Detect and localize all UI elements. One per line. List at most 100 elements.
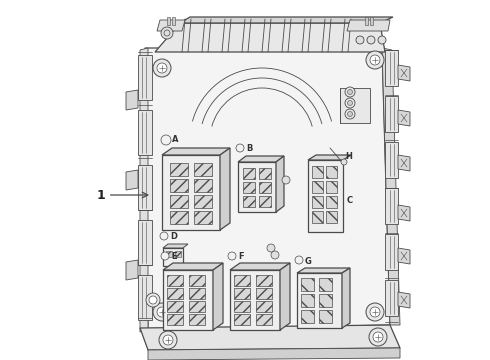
Circle shape (160, 232, 168, 240)
Circle shape (153, 59, 171, 77)
Bar (170, 195, 188, 208)
Polygon shape (220, 148, 230, 230)
Bar (189, 288, 205, 299)
Polygon shape (238, 156, 284, 162)
Polygon shape (163, 263, 223, 270)
Polygon shape (162, 155, 220, 230)
Bar (365, 17, 368, 25)
Polygon shape (385, 188, 398, 224)
Text: H: H (345, 152, 352, 161)
Bar (340, 88, 370, 123)
Bar (234, 288, 250, 299)
Polygon shape (308, 155, 351, 160)
Circle shape (378, 36, 386, 44)
Bar (194, 195, 212, 208)
Polygon shape (297, 268, 350, 273)
Text: A: A (172, 135, 178, 144)
Bar (256, 314, 272, 325)
Circle shape (161, 252, 169, 260)
Circle shape (157, 307, 167, 317)
Bar (326, 196, 337, 208)
Text: G: G (305, 257, 312, 266)
Bar (194, 179, 212, 192)
Polygon shape (126, 170, 138, 190)
Circle shape (161, 27, 173, 39)
Circle shape (161, 135, 171, 145)
Bar (167, 314, 183, 325)
Text: 1: 1 (96, 189, 148, 202)
Polygon shape (163, 244, 188, 248)
Circle shape (157, 63, 167, 73)
Circle shape (345, 109, 355, 119)
Polygon shape (163, 248, 183, 266)
Bar (301, 310, 314, 323)
Polygon shape (398, 205, 410, 221)
Polygon shape (180, 17, 393, 23)
Polygon shape (297, 273, 342, 328)
Bar (189, 301, 205, 312)
Bar (259, 182, 271, 193)
Bar (319, 294, 332, 307)
Polygon shape (382, 48, 400, 325)
Circle shape (373, 332, 383, 342)
Circle shape (163, 335, 173, 345)
Bar (189, 314, 205, 325)
Circle shape (146, 293, 160, 307)
Circle shape (295, 256, 303, 264)
Bar (234, 314, 250, 325)
Bar (301, 278, 314, 291)
Circle shape (367, 36, 375, 44)
Polygon shape (138, 55, 152, 100)
Text: C: C (347, 196, 353, 205)
Polygon shape (398, 248, 410, 264)
Bar (312, 211, 323, 223)
Bar (170, 163, 188, 176)
Bar (312, 196, 323, 208)
Circle shape (149, 296, 157, 304)
Polygon shape (342, 268, 350, 328)
Polygon shape (398, 292, 410, 308)
Polygon shape (385, 280, 398, 316)
Circle shape (366, 303, 384, 321)
Polygon shape (230, 263, 290, 270)
Polygon shape (163, 270, 213, 330)
Polygon shape (398, 155, 410, 171)
Polygon shape (140, 325, 400, 350)
Circle shape (153, 303, 171, 321)
Polygon shape (385, 234, 398, 270)
Bar (194, 211, 212, 224)
Bar (189, 275, 205, 286)
Bar (259, 196, 271, 207)
Circle shape (370, 55, 380, 65)
Text: B: B (246, 144, 252, 153)
Circle shape (271, 251, 279, 259)
Circle shape (356, 36, 364, 44)
Polygon shape (138, 110, 152, 155)
Polygon shape (162, 148, 230, 155)
Polygon shape (398, 65, 410, 81)
Polygon shape (213, 263, 223, 330)
Polygon shape (308, 160, 343, 232)
Polygon shape (140, 48, 148, 332)
Bar (166, 251, 172, 257)
Bar (256, 275, 272, 286)
Bar (319, 278, 332, 291)
Polygon shape (230, 270, 280, 330)
Bar (167, 17, 170, 25)
Bar (243, 168, 255, 179)
Text: F: F (238, 252, 244, 261)
Circle shape (369, 328, 387, 346)
Bar (256, 288, 272, 299)
Circle shape (347, 112, 352, 117)
Circle shape (267, 244, 275, 252)
Polygon shape (385, 142, 398, 178)
Bar (175, 251, 181, 257)
Text: E: E (171, 252, 176, 261)
Bar (170, 211, 188, 224)
Polygon shape (138, 165, 152, 210)
Circle shape (159, 331, 177, 349)
Bar (234, 275, 250, 286)
Circle shape (282, 176, 290, 184)
Polygon shape (155, 23, 385, 52)
Bar (319, 310, 332, 323)
